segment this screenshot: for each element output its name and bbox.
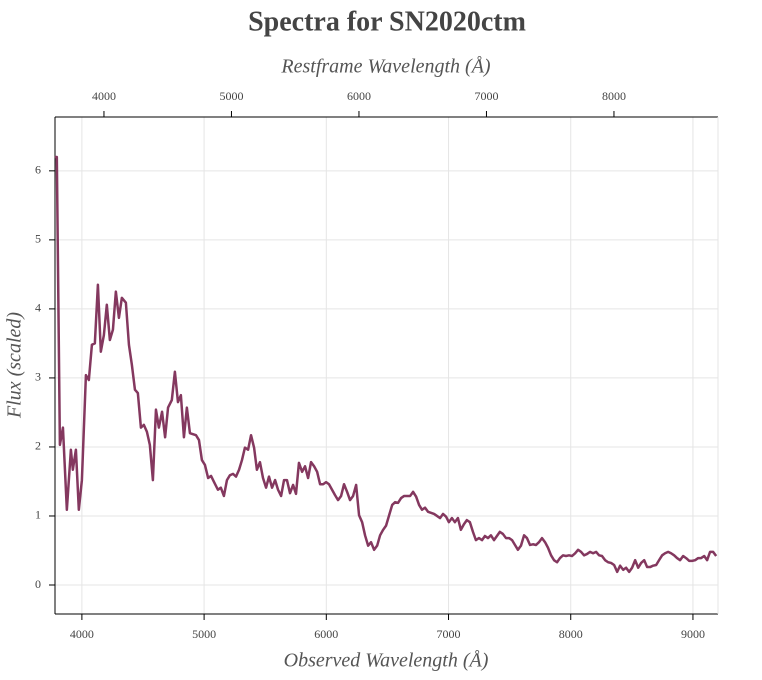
chart-title: Spectra for SN2020ctm: [248, 6, 526, 37]
x-tick-label: 7000: [437, 627, 461, 641]
spectrum-line: [54, 155, 718, 574]
x-tick-label: 9000: [681, 627, 705, 641]
top-tick-label: 6000: [347, 89, 371, 103]
top-tick-label: 8000: [602, 89, 626, 103]
x-tick-label: 5000: [192, 627, 216, 641]
y-tick-label: 1: [35, 508, 41, 522]
x-tick-label: 6000: [314, 627, 338, 641]
y-tick-label: 6: [35, 163, 41, 177]
y-tick-label: 0: [35, 577, 41, 591]
y-axis-label: Flux (scaled): [4, 312, 26, 419]
x-axis-label: Observed Wavelength (Å): [284, 650, 489, 672]
top-tick-label: 5000: [219, 89, 243, 103]
top-axis-label: Restframe Wavelength (Å): [280, 56, 491, 78]
y-tick-label: 2: [35, 439, 41, 453]
y-tick-label: 3: [35, 370, 41, 384]
top-tick-label: 4000: [92, 89, 116, 103]
x-tick-label: 8000: [559, 627, 583, 641]
y-tick-label: 4: [35, 301, 41, 315]
x-tick-label: 4000: [70, 627, 94, 641]
top-tick-label: 7000: [474, 89, 498, 103]
y-tick-label: 5: [35, 232, 41, 246]
